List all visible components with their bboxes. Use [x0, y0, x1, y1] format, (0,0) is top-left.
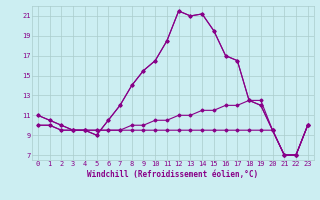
X-axis label: Windchill (Refroidissement éolien,°C): Windchill (Refroidissement éolien,°C) — [87, 170, 258, 179]
